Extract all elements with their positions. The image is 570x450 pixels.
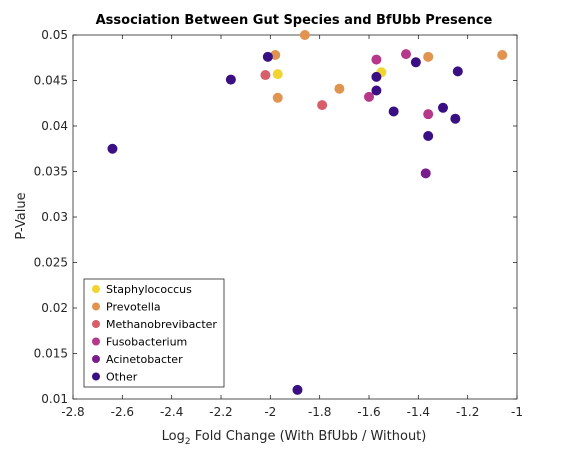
point-other <box>450 113 461 124</box>
x-tick-label: -1.2 <box>456 405 479 419</box>
legend: Staphylococcus Prevotella Methanobrevibact… <box>83 278 225 388</box>
point-acinetobacter <box>420 168 431 179</box>
legend-label-staphylococcus: Staphylococcus <box>106 283 192 296</box>
x-tick-label: -2 <box>264 405 276 419</box>
legend-label-methanobrevibacter: Methanobrevibacter <box>106 318 217 331</box>
legend-label-prevotella: Prevotella <box>106 301 161 314</box>
legend-label-other: Other <box>106 371 138 384</box>
point-other <box>371 71 382 82</box>
point-other <box>423 131 434 142</box>
y-tick-label: 0.05 <box>41 28 68 42</box>
legend-marker-staphylococcus <box>92 285 100 293</box>
x-axis-label: Log2 Fold Change (With BfUbb / Without) <box>162 429 427 447</box>
point-other <box>388 106 399 117</box>
legend-box <box>83 278 225 388</box>
point-other <box>225 74 236 85</box>
y-tick-label: 0.045 <box>34 74 68 88</box>
x-axis-ticks: -2.8 -2.6 -2.4 -2.2 -2 -1.8 -1.6 -1.4 -1.2 -1 <box>61 35 523 419</box>
y-tick-label: 0.04 <box>41 119 68 133</box>
point-other <box>438 102 448 113</box>
legend-label-acinetobacter: Acinetobacter <box>106 353 183 366</box>
chart-title: Association Between Gut Species and BfUb… <box>96 13 493 28</box>
point-other <box>107 143 118 154</box>
point-prevotella <box>272 92 283 103</box>
x-tick-label: -1 <box>511 405 523 419</box>
point-fusobacterium <box>371 54 382 65</box>
legend-marker-other <box>92 372 100 381</box>
y-tick-label: 0.01 <box>41 392 68 406</box>
x-tick-label: -2.6 <box>111 405 134 419</box>
point-other <box>410 57 421 68</box>
y-tick-label: 0.015 <box>34 347 68 361</box>
legend-marker-fusobacterium <box>92 337 100 346</box>
x-tick-label: -1.8 <box>308 405 331 419</box>
y-tick-label: 0.03 <box>41 210 68 224</box>
point-prevotella <box>334 83 345 94</box>
point-methanobrevibacter <box>317 100 328 111</box>
data-points <box>107 30 508 395</box>
x-tick-label: -1.4 <box>407 405 430 419</box>
point-staphylococcus <box>272 69 283 80</box>
point-other <box>262 51 273 62</box>
x-tick-label: -2.4 <box>160 405 183 419</box>
y-axis-ticks: 0.01 0.015 0.02 0.025 0.03 0.035 0.04 0.045 0.05 <box>34 28 517 406</box>
x-tick-label: -2.8 <box>61 405 84 419</box>
legend-marker-methanobrevibacter <box>92 320 100 328</box>
point-fusobacterium <box>401 49 411 60</box>
x-tick-label: -2.2 <box>209 405 232 419</box>
y-tick-label: 0.02 <box>41 301 68 315</box>
x-tick-label: -1.6 <box>357 405 380 419</box>
point-prevotella <box>299 30 310 40</box>
point-prevotella <box>423 51 434 62</box>
y-axis-label: P-Value <box>14 192 29 239</box>
point-other <box>371 85 382 96</box>
point-methanobrevibacter <box>260 70 271 81</box>
point-other <box>292 384 303 395</box>
y-tick-label: 0.035 <box>34 165 68 179</box>
legend-marker-prevotella <box>92 302 100 311</box>
legend-marker-acinetobacter <box>92 355 100 363</box>
point-prevotella <box>497 50 508 61</box>
y-tick-label: 0.025 <box>34 256 68 270</box>
point-fusobacterium <box>423 109 434 120</box>
legend-label-fusobacterium: Fusobacterium <box>106 336 187 349</box>
point-other <box>452 66 463 77</box>
point-fusobacterium <box>364 91 374 102</box>
